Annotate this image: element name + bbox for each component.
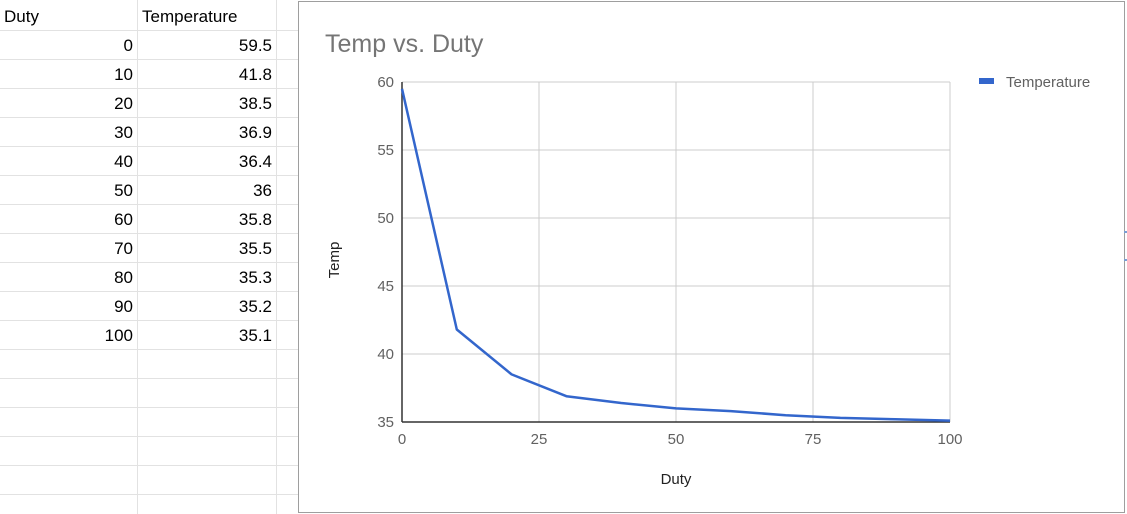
resize-handle[interactable]: [1124, 259, 1127, 261]
cell-temperature[interactable]: 35.3: [238, 268, 272, 287]
x-tick-label: 50: [668, 431, 685, 448]
row-divider: [0, 88, 300, 89]
cell-duty[interactable]: 30: [114, 123, 133, 142]
resize-handle[interactable]: [1124, 231, 1127, 233]
cell-temperature[interactable]: 35.2: [238, 297, 272, 316]
row-divider: [0, 233, 300, 234]
x-axis-label: Duty: [661, 471, 692, 488]
chart-title: Temp vs. Duty: [325, 30, 484, 58]
y-tick-label: 40: [377, 346, 394, 363]
cell-duty[interactable]: 0: [123, 36, 133, 55]
cell-duty[interactable]: 60: [114, 210, 133, 229]
cell-duty[interactable]: 90: [114, 297, 133, 316]
y-tick-label: 60: [377, 74, 394, 91]
x-tick-label: 75: [805, 431, 822, 448]
x-tick-label: 100: [937, 431, 962, 448]
row-divider: [0, 204, 300, 205]
cell-duty[interactable]: 70: [114, 239, 133, 258]
cell-temperature[interactable]: 36.4: [238, 152, 272, 171]
x-tick-label: 25: [531, 431, 548, 448]
row-divider: [0, 349, 300, 350]
cell-temperature[interactable]: 35.8: [238, 210, 272, 229]
cell-duty[interactable]: 100: [104, 326, 133, 345]
row-divider: [0, 436, 300, 437]
chart-card[interactable]: Temp vs. Duty 35 40 45 50 55 60 0 25 50 75 100 Dut…: [298, 1, 1125, 513]
header-cell-duty[interactable]: Duty: [4, 7, 39, 26]
cell-duty[interactable]: 80: [114, 268, 133, 287]
cell-duty[interactable]: 10: [114, 65, 133, 84]
legend: Temperature: [979, 74, 1090, 91]
y-tick-label: 35: [377, 414, 394, 431]
legend-label-temperature: Temperature: [1006, 74, 1090, 91]
cell-temperature[interactable]: 35.5: [238, 239, 272, 258]
row-divider: [0, 407, 300, 408]
x-tick-label: 0: [398, 431, 406, 448]
row-divider: [0, 465, 300, 466]
row-divider: [0, 494, 300, 495]
series-line-temperature[interactable]: [400, 88, 951, 422]
y-axis-label: Temp: [326, 242, 343, 279]
row-divider: [0, 117, 300, 118]
row-divider: [0, 59, 300, 60]
cell-temperature[interactable]: 41.8: [238, 65, 272, 84]
row-divider: [0, 30, 300, 31]
cell-temperature[interactable]: 36: [253, 181, 272, 200]
column-divider: [276, 0, 277, 514]
header-cell-temperature[interactable]: Temperature: [142, 7, 238, 26]
row-divider: [0, 291, 300, 292]
line-chart: Temp vs. Duty 35 40 45 50 55 60 0 25 50 75 100 Dut…: [325, 30, 1090, 488]
column-divider: [137, 0, 138, 514]
cell-duty[interactable]: 50: [114, 181, 133, 200]
cell-duty[interactable]: 40: [114, 152, 133, 171]
y-tick-label: 45: [377, 278, 394, 295]
cell-temperature[interactable]: 36.9: [238, 123, 272, 142]
row-divider: [0, 262, 300, 263]
cell-duty[interactable]: 20: [114, 94, 133, 113]
row-divider: [0, 320, 300, 321]
legend-swatch: [979, 78, 994, 84]
row-divider: [0, 175, 300, 176]
cell-temperature[interactable]: 35.1: [238, 326, 272, 345]
y-tick-label: 55: [377, 142, 394, 159]
cell-temperature[interactable]: 38.5: [238, 94, 272, 113]
y-tick-label: 50: [377, 210, 394, 227]
row-divider: [0, 378, 300, 379]
row-divider: [0, 146, 300, 147]
cell-temperature[interactable]: 59.5: [238, 36, 272, 55]
